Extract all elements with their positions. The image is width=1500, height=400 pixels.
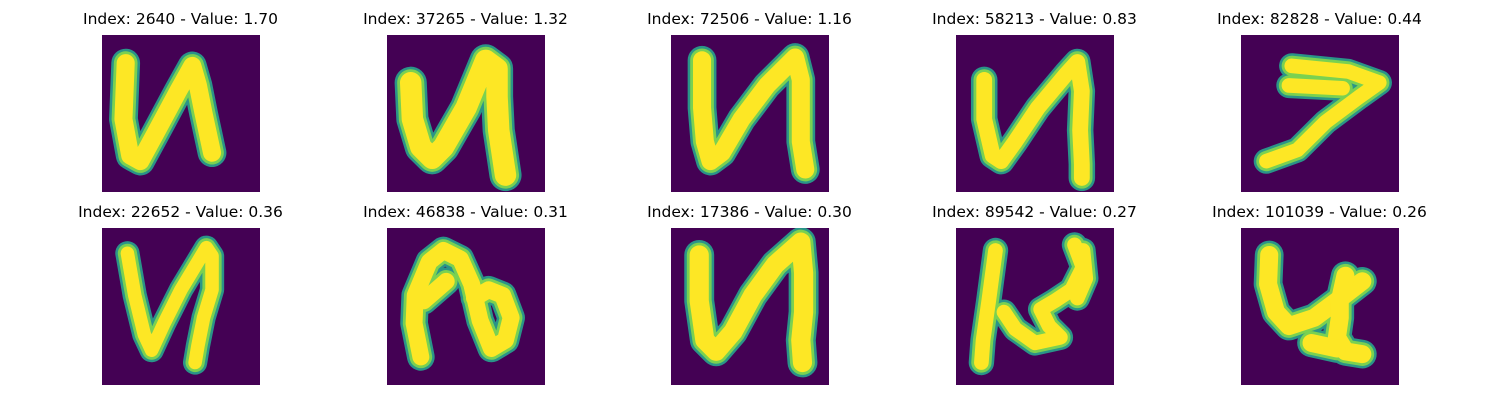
glyph-stroke [689, 232, 814, 373]
handwritten-glyph-image [671, 228, 829, 385]
image-panel: Index: 82828 - Value: 0.44 [1177, 0, 1462, 192]
panel-title: Index: 37265 - Value: 1.32 [363, 10, 568, 28]
glyph-n-letter [956, 228, 1114, 385]
image-panel: Index: 58213 - Value: 0.83 [892, 0, 1177, 192]
glyph-stroke [120, 240, 219, 370]
glyph-stroke [1069, 243, 1094, 306]
glyph-stroke [405, 242, 520, 366]
glyph-n-letter [671, 35, 829, 192]
panel-title: Index: 17386 - Value: 0.30 [647, 203, 852, 221]
image-panel: Index: 72506 - Value: 1.16 [607, 0, 892, 192]
glyph-stroke [399, 49, 517, 186]
glyph-n-letter [387, 35, 545, 192]
glyph-n-letter [102, 35, 260, 192]
glyph-stroke [693, 48, 815, 179]
glyph-seven-shape [1241, 35, 1399, 192]
panel-title: Index: 58213 - Value: 0.83 [932, 10, 1137, 28]
handwritten-glyph-image [956, 35, 1114, 192]
glyph-stroke [1259, 58, 1387, 169]
glyph-n-letter [102, 228, 260, 385]
image-panel: Index: 2640 - Value: 1.70 [38, 0, 323, 192]
glyph-stroke [114, 54, 222, 171]
panel-title: Index: 89542 - Value: 0.27 [932, 203, 1137, 221]
handwritten-glyph-image [671, 35, 829, 192]
glyph-n-letter [387, 228, 545, 385]
glyph-stroke [976, 54, 1090, 186]
handwritten-glyph-image [1241, 35, 1399, 192]
panel-title: Index: 2640 - Value: 1.70 [83, 10, 278, 28]
glyph-n-letter [956, 35, 1114, 192]
image-panel: Index: 46838 - Value: 0.31 [323, 193, 608, 385]
panel-title: Index: 101039 - Value: 0.26 [1212, 203, 1427, 221]
glyph-n-letter [1241, 228, 1399, 385]
handwritten-glyph-image [1241, 228, 1399, 385]
panel-title: Index: 72506 - Value: 1.16 [647, 10, 852, 28]
glyph-stroke [415, 272, 455, 310]
handwritten-glyph-image [102, 228, 260, 385]
panel-title: Index: 82828 - Value: 0.44 [1217, 10, 1422, 28]
handwritten-glyph-image [387, 228, 545, 385]
image-panel: Index: 89542 - Value: 0.27 [892, 193, 1177, 385]
glyph-stroke [1302, 333, 1346, 358]
glyph-stroke [1281, 78, 1350, 96]
glyph-stroke [974, 243, 1003, 370]
panel-title: Index: 46838 - Value: 0.31 [363, 203, 568, 221]
panel-title: Index: 22652 - Value: 0.36 [78, 203, 283, 221]
image-panel: Index: 101039 - Value: 0.26 [1177, 193, 1462, 385]
image-panel: Index: 17386 - Value: 0.30 [607, 193, 892, 385]
handwritten-glyph-image [102, 35, 260, 192]
handwritten-glyph-image [387, 35, 545, 192]
glyph-n-letter [671, 228, 829, 385]
handwritten-glyph-image [956, 228, 1114, 385]
glyph-stroke [1327, 266, 1372, 364]
glyph-stroke [996, 237, 1091, 351]
image-panel: Index: 22652 - Value: 0.36 [38, 193, 323, 385]
image-panel: Index: 37265 - Value: 1.32 [323, 0, 608, 192]
